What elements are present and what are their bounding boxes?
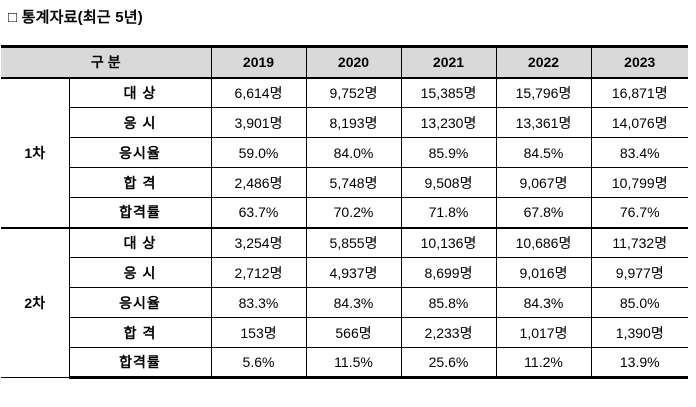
cell-value: 9,977명 (590, 257, 688, 288)
cell-value: 15,796명 (495, 77, 592, 108)
table-row: 합격률 63.7% 70.2% 71.8% 67.8% 76.7% (1, 197, 688, 228)
table-row: 합 격 2,486명 5,748명 9,508명 9,067명 10,799명 (1, 167, 688, 198)
cell-value: 13,361명 (495, 107, 592, 138)
cell-value: 84.0% (305, 137, 402, 168)
row-label: 응 시 (68, 257, 212, 288)
cell-value: 83.3% (210, 287, 307, 318)
header-year-2021: 2021 (400, 45, 497, 79)
row-label: 대 상 (68, 226, 212, 258)
cell-value: 16,871명 (590, 77, 688, 108)
cell-value: 63.7% (210, 197, 307, 228)
table-row: 응 시 2,712명 4,937명 8,699명 9,016명 9,977명 (1, 257, 688, 288)
cell-value: 8,193명 (305, 107, 402, 138)
cell-value: 70.2% (305, 197, 402, 228)
group-cell-round1: 1차 (1, 77, 70, 228)
cell-value: 1,390명 (590, 317, 688, 348)
table-row: 응시율 83.3% 84.3% 85.8% 84.3% 85.0% (1, 287, 688, 318)
table-row: 2차 대 상 3,254명 5,855명 10,136명 10,686명 11,… (1, 226, 688, 378)
cell-value: 76.7% (590, 197, 688, 228)
row-label: 응 시 (68, 107, 212, 138)
cell-value: 59.0% (210, 137, 307, 168)
cell-value: 85.9% (400, 137, 497, 168)
row-label: 합격률 (68, 197, 212, 228)
cell-value: 5,855명 (305, 226, 402, 258)
row-label: 응시율 (68, 287, 212, 318)
row-label: 합 격 (68, 317, 212, 348)
cell-value: 566명 (305, 317, 402, 348)
cell-value: 1,017명 (495, 317, 592, 348)
row-label: 응시율 (68, 137, 212, 168)
cell-value: 4,937명 (305, 257, 402, 288)
cell-value: 3,254명 (210, 226, 307, 258)
cell-value: 10,799명 (590, 167, 688, 198)
header-year-2023: 2023 (590, 45, 688, 79)
row-label: 대 상 (68, 77, 212, 108)
cell-value: 71.8% (400, 197, 497, 228)
cell-value: 153명 (210, 317, 307, 348)
cell-value: 3,901명 (210, 107, 307, 138)
cell-value: 83.4% (590, 137, 688, 168)
header-group-label: 구 분 (1, 45, 212, 79)
table-row: 합 격 153명 566명 2,233명 1,017명 1,390명 (1, 317, 688, 348)
cell-value: 2,486명 (210, 167, 307, 198)
table-row: 합격률 5.6% 11.5% 25.6% 11.2% 13.9% (1, 347, 688, 379)
cell-value: 9,508명 (400, 167, 497, 198)
header-year-2019: 2019 (210, 45, 307, 79)
cell-value: 13.9% (590, 347, 688, 379)
cell-value: 5.6% (210, 347, 307, 379)
cell-value: 84.3% (495, 287, 592, 318)
cell-value: 11,732명 (590, 226, 688, 258)
cell-value: 10,686명 (495, 226, 592, 258)
statistics-table: 구 분 2019 2020 2021 2022 2023 1차 대 상 6,61… (1, 45, 688, 379)
cell-value: 13,230명 (400, 107, 497, 138)
row-label: 합격률 (68, 347, 212, 379)
cell-value: 8,699명 (400, 257, 497, 288)
cell-value: 84.3% (305, 287, 402, 318)
cell-value: 9,752명 (305, 77, 402, 108)
group-cell-round2: 2차 (1, 226, 70, 378)
cell-value: 67.8% (495, 197, 592, 228)
cell-value: 11.2% (495, 347, 592, 379)
header-year-2020: 2020 (305, 45, 402, 79)
cell-value: 5,748명 (305, 167, 402, 198)
cell-value: 85.0% (590, 287, 688, 318)
cell-value: 25.6% (400, 347, 497, 379)
cell-value: 9,016명 (495, 257, 592, 288)
cell-value: 15,385명 (400, 77, 497, 108)
cell-value: 85.8% (400, 287, 497, 318)
cell-value: 11.5% (305, 347, 402, 379)
cell-value: 2,712명 (210, 257, 307, 288)
table-row: 1차 대 상 6,614명 9,752명 15,385명 15,796명 16,… (1, 77, 688, 228)
page-title: □ 통계자료(최근 5년) (8, 9, 143, 26)
table-row: 응 시 3,901명 8,193명 13,230명 13,361명 14,076… (1, 107, 688, 138)
header-year-2022: 2022 (495, 45, 592, 79)
cell-value: 9,067명 (495, 167, 592, 198)
cell-value: 14,076명 (590, 107, 688, 138)
row-label: 합 격 (68, 167, 212, 198)
cell-value: 84.5% (495, 137, 592, 168)
cell-value: 6,614명 (210, 77, 307, 108)
cell-value: 10,136명 (400, 226, 497, 258)
table-header-row: 구 분 2019 2020 2021 2022 2023 (1, 45, 688, 79)
table-row: 응시율 59.0% 84.0% 85.9% 84.5% 83.4% (1, 137, 688, 168)
cell-value: 2,233명 (400, 317, 497, 348)
